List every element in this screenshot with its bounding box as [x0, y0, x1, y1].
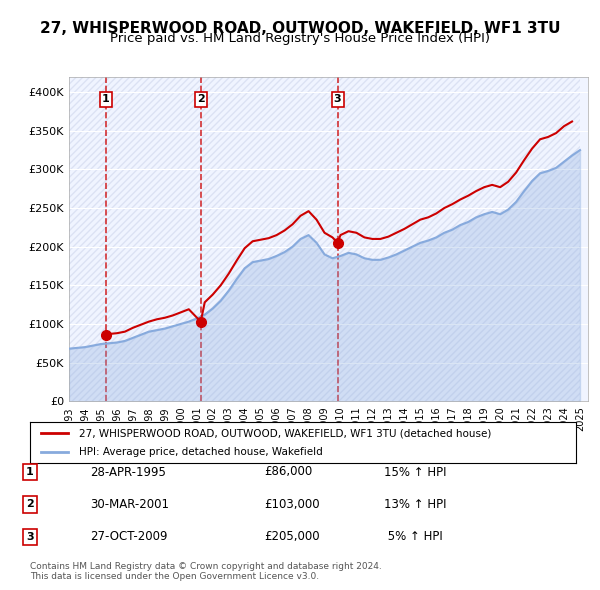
- Text: £103,000: £103,000: [264, 498, 320, 511]
- Text: Price paid vs. HM Land Registry's House Price Index (HPI): Price paid vs. HM Land Registry's House …: [110, 32, 490, 45]
- Text: 3: 3: [26, 532, 34, 542]
- Text: 28-APR-1995: 28-APR-1995: [90, 466, 166, 478]
- Text: £86,000: £86,000: [264, 466, 312, 478]
- Text: 1: 1: [102, 94, 110, 104]
- Text: 2: 2: [197, 94, 205, 104]
- Text: £205,000: £205,000: [264, 530, 320, 543]
- Text: 27, WHISPERWOOD ROAD, OUTWOOD, WAKEFIELD, WF1 3TU (detached house): 27, WHISPERWOOD ROAD, OUTWOOD, WAKEFIELD…: [79, 428, 491, 438]
- Text: 5% ↑ HPI: 5% ↑ HPI: [384, 530, 443, 543]
- Text: Contains HM Land Registry data © Crown copyright and database right 2024.
This d: Contains HM Land Registry data © Crown c…: [30, 562, 382, 581]
- Text: 15% ↑ HPI: 15% ↑ HPI: [384, 466, 446, 478]
- Text: 27, WHISPERWOOD ROAD, OUTWOOD, WAKEFIELD, WF1 3TU: 27, WHISPERWOOD ROAD, OUTWOOD, WAKEFIELD…: [40, 21, 560, 35]
- Text: 1: 1: [26, 467, 34, 477]
- Text: HPI: Average price, detached house, Wakefield: HPI: Average price, detached house, Wake…: [79, 447, 323, 457]
- Text: 27-OCT-2009: 27-OCT-2009: [90, 530, 167, 543]
- Text: 2: 2: [26, 500, 34, 509]
- Text: 13% ↑ HPI: 13% ↑ HPI: [384, 498, 446, 511]
- Text: 3: 3: [334, 94, 341, 104]
- Text: 30-MAR-2001: 30-MAR-2001: [90, 498, 169, 511]
